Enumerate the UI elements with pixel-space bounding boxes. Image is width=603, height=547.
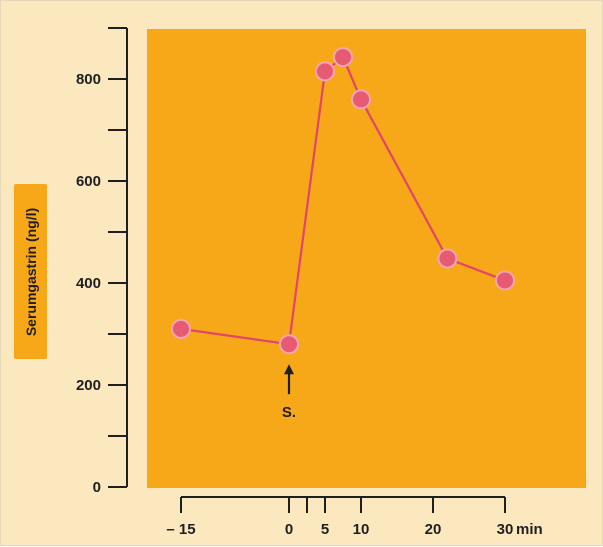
y-axis: 0 200 400 600 800 bbox=[76, 27, 128, 496]
series-layer bbox=[171, 47, 515, 355]
data-point bbox=[495, 270, 515, 291]
data-point bbox=[333, 47, 353, 68]
x-axis: – 15 0 5 10 20 30 min bbox=[166, 496, 543, 538]
data-point bbox=[351, 89, 371, 110]
x-axis-unit: min bbox=[516, 521, 543, 538]
x-tick-label: 30 bbox=[497, 521, 514, 538]
x-tick-label: 5 bbox=[321, 521, 329, 538]
annotation-label: S. bbox=[282, 404, 296, 421]
x-tick-label: 10 bbox=[353, 521, 370, 538]
y-tick-label: 600 bbox=[76, 173, 101, 190]
y-tick-label: 200 bbox=[76, 377, 101, 394]
data-point bbox=[279, 334, 299, 355]
data-point bbox=[437, 248, 458, 269]
y-tick-label: 0 bbox=[93, 479, 101, 496]
x-tick-label: – 15 bbox=[166, 521, 195, 538]
x-tick-label: 0 bbox=[285, 521, 293, 538]
data-point bbox=[171, 318, 191, 339]
y-tick-label: 400 bbox=[76, 275, 101, 292]
y-axis-label: Serumgastrin (ng/l) bbox=[22, 207, 39, 336]
y-axis-label-box: Serumgastrin (ng/l) bbox=[14, 184, 47, 359]
x-tick-label: 20 bbox=[425, 521, 442, 538]
annotation-layer: S. bbox=[282, 364, 296, 421]
data-point bbox=[315, 61, 335, 82]
y-tick-label: 800 bbox=[76, 71, 101, 88]
arrow-head-icon bbox=[284, 364, 294, 375]
